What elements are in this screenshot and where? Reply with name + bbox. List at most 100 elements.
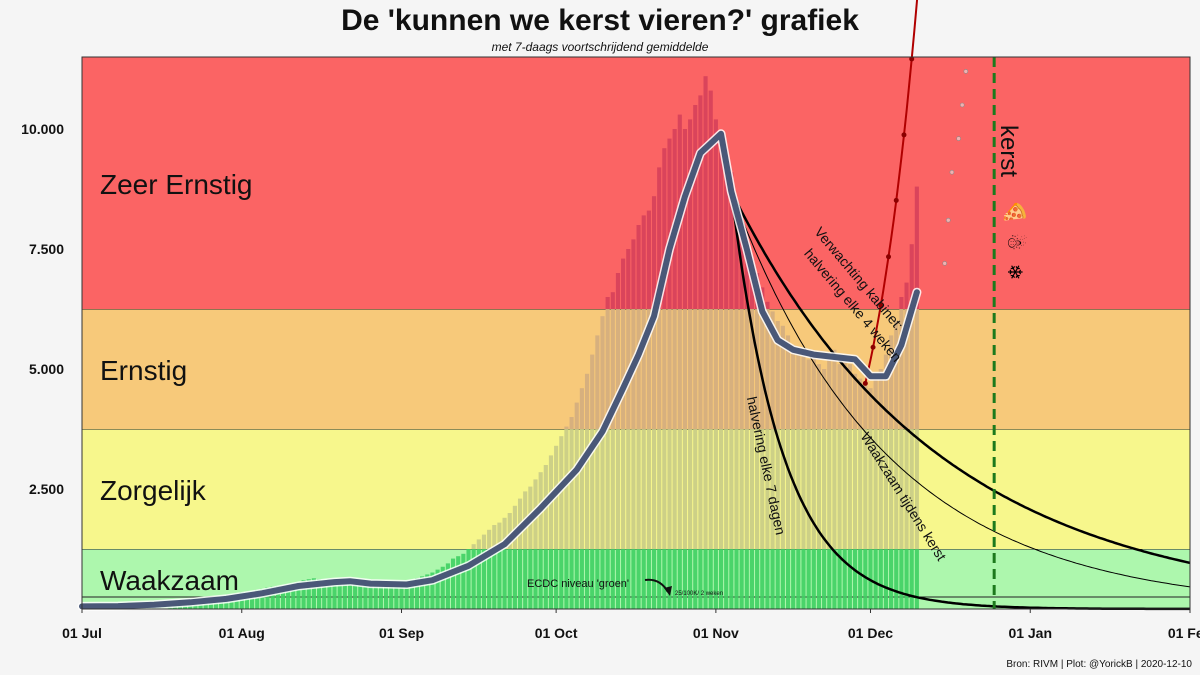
bar-segment	[487, 529, 492, 549]
bar-segment	[899, 549, 904, 609]
bar	[641, 215, 646, 609]
bar-segment	[615, 273, 621, 309]
bar	[610, 292, 615, 609]
bar-segment	[425, 574, 430, 609]
bar	[311, 578, 316, 609]
bar-segment	[270, 586, 275, 609]
bar-segment	[878, 429, 883, 549]
bar-segment	[311, 578, 316, 609]
projection-point	[893, 197, 899, 203]
x-tick-label: 01 Jan	[1008, 625, 1052, 641]
bar-segment	[878, 369, 883, 429]
bar-segment	[822, 549, 827, 609]
bar	[450, 558, 456, 609]
projection-point-alt	[946, 217, 951, 223]
bar-segment	[739, 549, 744, 609]
bar-segment	[816, 429, 822, 549]
bar	[255, 589, 260, 609]
bar-segment	[476, 539, 481, 549]
bar-segment	[760, 549, 765, 609]
bar-segment	[286, 585, 291, 609]
bar	[837, 364, 842, 609]
bar-segment	[889, 335, 894, 429]
bar-segment	[414, 578, 420, 609]
x-tick-label: 01 Dec	[848, 625, 893, 641]
bar	[878, 369, 883, 609]
bar-segment	[502, 549, 507, 609]
bar-segment	[672, 309, 677, 429]
bar	[528, 486, 533, 609]
bar-segment	[590, 549, 595, 609]
bar-segment	[626, 429, 631, 549]
bar	[461, 553, 466, 609]
bar	[806, 359, 811, 609]
bar-segment	[383, 585, 389, 609]
bar-segment	[672, 429, 677, 549]
bar-segment	[435, 569, 440, 609]
bar-segment	[724, 429, 729, 549]
bar	[646, 210, 651, 609]
bar-segment	[492, 549, 497, 609]
bar-segment	[755, 549, 760, 609]
bar-segment	[858, 549, 863, 609]
bar-segment	[548, 549, 554, 609]
x-tick-label: 01 Aug	[219, 625, 265, 641]
bar-segment	[718, 143, 724, 309]
bar-segment	[677, 309, 682, 429]
bar-segment	[533, 549, 538, 609]
bar-segment	[693, 549, 698, 609]
christmas-icon: 🍕	[1003, 200, 1027, 225]
bar-segment	[667, 549, 672, 609]
bar	[337, 581, 342, 609]
bar	[342, 581, 347, 609]
bar	[832, 349, 837, 609]
bar-segment	[863, 429, 868, 549]
band-label: Zeer Ernstig	[100, 169, 253, 200]
bar-segment	[507, 549, 512, 609]
bar-segment	[847, 549, 852, 609]
bar-segment	[564, 426, 569, 429]
bar-segment	[755, 309, 760, 429]
bar-segment	[631, 239, 636, 309]
bar	[389, 585, 394, 609]
bar-segment	[574, 402, 579, 429]
bar-segment	[631, 429, 636, 549]
bar-segment	[873, 429, 878, 549]
bar-segment	[914, 549, 919, 609]
bar-segment	[579, 388, 584, 429]
bar	[688, 119, 693, 609]
bar	[914, 186, 919, 609]
bar-segment	[363, 585, 368, 609]
bar-segment	[471, 544, 476, 549]
bar	[425, 574, 430, 609]
band-label: Ernstig	[100, 355, 187, 386]
bar-segment	[832, 429, 837, 549]
bar-segment	[806, 429, 811, 549]
bar	[822, 369, 827, 609]
bar-segment	[487, 549, 492, 609]
bar-segment	[832, 549, 837, 609]
bar-segment	[672, 549, 677, 609]
bar	[260, 588, 265, 609]
bar	[631, 239, 636, 609]
bar-segment	[806, 549, 811, 609]
bar-segment	[765, 549, 770, 609]
bar-segment	[373, 585, 378, 609]
bar-segment	[353, 584, 358, 609]
bar	[322, 580, 327, 609]
bar	[244, 592, 249, 609]
bar-segment	[904, 282, 909, 309]
bar	[605, 297, 610, 609]
bar	[430, 572, 435, 609]
bar	[291, 583, 296, 609]
bar	[316, 579, 322, 609]
projection-curve	[730, 190, 1191, 565]
bar-segment	[662, 148, 667, 309]
bar-segment	[837, 429, 842, 549]
bar	[827, 359, 832, 609]
bar	[780, 325, 785, 609]
bar-segment	[791, 345, 796, 429]
bar-segment	[301, 580, 306, 609]
bar	[590, 354, 595, 609]
bar	[487, 529, 492, 609]
